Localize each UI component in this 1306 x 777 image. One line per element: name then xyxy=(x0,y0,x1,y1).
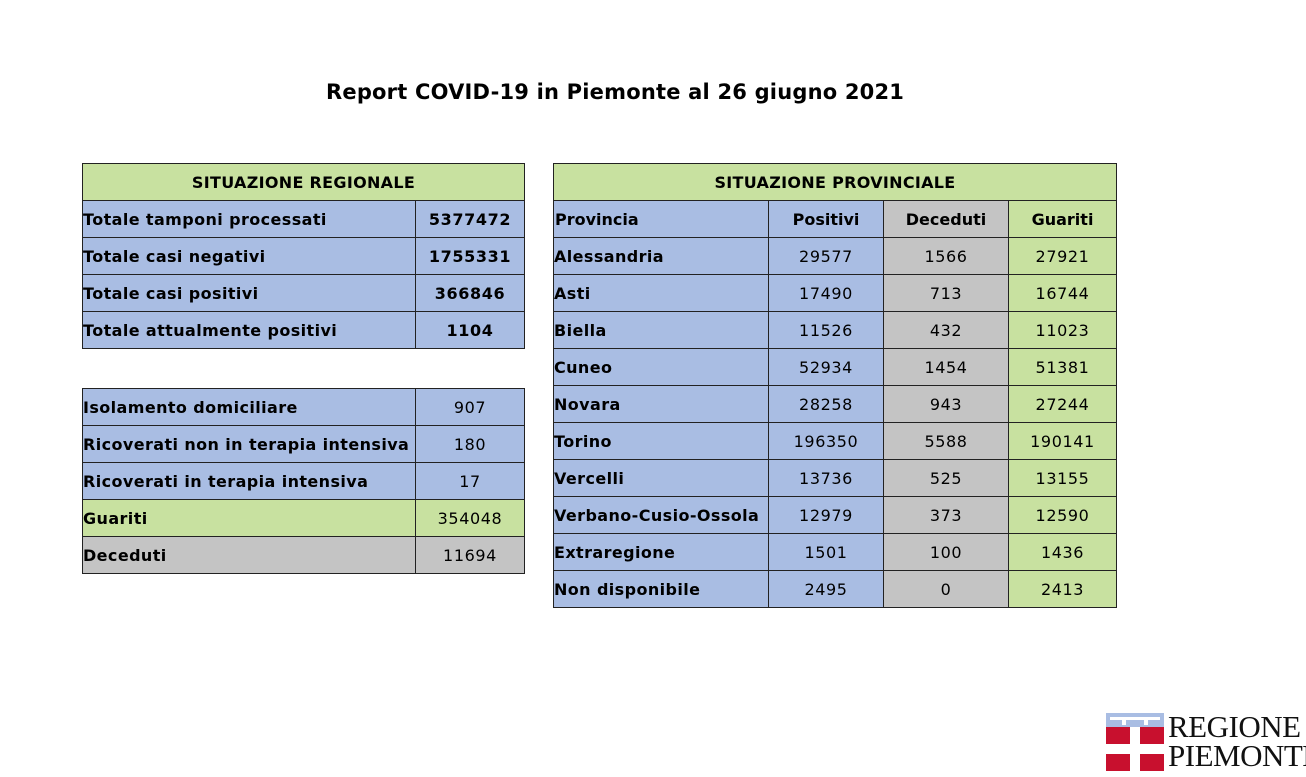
table-row: Extraregione 1501 100 1436 xyxy=(553,533,1118,571)
detail-value: 11694 xyxy=(415,536,525,574)
deceduti-value: 0 xyxy=(883,570,1009,608)
guariti-value: 190141 xyxy=(1007,422,1118,460)
summary-value: 5377472 xyxy=(415,200,525,238)
detail-label: Deceduti xyxy=(82,536,416,574)
deceduti-value: 1566 xyxy=(883,237,1009,275)
regional-summary-table: SITUAZIONE REGIONALE Totale tamponi proc… xyxy=(82,163,525,349)
table-row: Verbano-Cusio-Ossola 12979 373 12590 xyxy=(553,496,1118,534)
positivi-value: 1501 xyxy=(768,533,884,571)
detail-value: 907 xyxy=(415,388,525,426)
table-row: Asti 17490 713 16744 xyxy=(553,274,1118,312)
column-header-positivi: Positivi xyxy=(768,200,884,238)
table-row: Vercelli 13736 525 13155 xyxy=(553,459,1118,497)
province-name: Verbano-Cusio-Ossola xyxy=(553,496,769,534)
table-row: Totale attualmente positivi 1104 xyxy=(82,311,525,349)
province-name: Novara xyxy=(553,385,769,423)
table-row: Totale casi positivi 366846 xyxy=(82,274,525,312)
detail-label: Ricoverati non in terapia intensiva xyxy=(82,425,416,463)
summary-label: Totale casi positivi xyxy=(82,274,416,312)
table-row: Non disponibile 2495 0 2413 xyxy=(553,570,1118,608)
page-title: Report COVID-19 in Piemonte al 26 giugno… xyxy=(326,80,905,104)
guariti-value: 13155 xyxy=(1007,459,1118,497)
detail-value: 180 xyxy=(415,425,525,463)
table-row: Guariti 354048 xyxy=(82,499,525,537)
table-row: Novara 28258 943 27244 xyxy=(553,385,1118,423)
positivi-value: 196350 xyxy=(768,422,884,460)
guariti-value: 16744 xyxy=(1007,274,1118,312)
summary-label: Totale attualmente positivi xyxy=(82,311,416,349)
summary-value: 1755331 xyxy=(415,237,525,275)
positivi-value: 28258 xyxy=(768,385,884,423)
province-name: Vercelli xyxy=(553,459,769,497)
summary-value: 366846 xyxy=(415,274,525,312)
positivi-value: 52934 xyxy=(768,348,884,386)
deceduti-value: 525 xyxy=(883,459,1009,497)
table-row: Ricoverati in terapia intensiva 17 xyxy=(82,462,525,500)
positivi-value: 11526 xyxy=(768,311,884,349)
guariti-value: 1436 xyxy=(1007,533,1118,571)
positivi-value: 17490 xyxy=(768,274,884,312)
guariti-value: 2413 xyxy=(1007,570,1118,608)
positivi-value: 12979 xyxy=(768,496,884,534)
positivi-value: 2495 xyxy=(768,570,884,608)
deceduti-value: 5588 xyxy=(883,422,1009,460)
detail-label: Isolamento domiciliare xyxy=(82,388,416,426)
summary-label: Totale tamponi processati xyxy=(82,200,416,238)
province-name: Extraregione xyxy=(553,533,769,571)
detail-label: Ricoverati in terapia intensiva xyxy=(82,462,416,500)
logo-line-2: PIEMONTE xyxy=(1168,738,1306,773)
provincial-heading: SITUAZIONE PROVINCIALE xyxy=(552,163,1118,201)
detail-value: 17 xyxy=(415,462,525,500)
positivi-value: 29577 xyxy=(768,237,884,275)
table-row: Deceduti 11694 xyxy=(82,536,525,574)
province-name: Asti xyxy=(553,274,769,312)
table-row: Alessandria 29577 1566 27921 xyxy=(553,237,1118,275)
positivi-value: 13736 xyxy=(768,459,884,497)
province-name: Alessandria xyxy=(553,237,769,275)
deceduti-value: 713 xyxy=(883,274,1009,312)
table-row: Biella 11526 432 11023 xyxy=(553,311,1118,349)
deceduti-value: 373 xyxy=(883,496,1009,534)
province-name: Non disponibile xyxy=(553,570,769,608)
summary-value: 1104 xyxy=(415,311,525,349)
province-name: Cuneo xyxy=(553,348,769,386)
regional-details-table: Isolamento domiciliare 907 Ricoverati no… xyxy=(82,388,525,574)
province-name: Biella xyxy=(553,311,769,349)
logo-text: REGIONE PIEMONTE xyxy=(1168,709,1306,773)
detail-value: 354048 xyxy=(415,499,525,537)
guariti-value: 12590 xyxy=(1007,496,1118,534)
guariti-value: 51381 xyxy=(1007,348,1118,386)
regione-piemonte-logo: REGIONE PIEMONTE xyxy=(1106,711,1306,773)
table-row: Totale casi negativi 1755331 xyxy=(82,237,525,275)
guariti-value: 27921 xyxy=(1007,237,1118,275)
column-header-row: Provincia Positivi Deceduti Guariti xyxy=(553,200,1118,238)
table-row: Cuneo 52934 1454 51381 xyxy=(553,348,1118,386)
column-header-deceduti: Deceduti xyxy=(883,200,1009,238)
logo-line-1: REGIONE xyxy=(1168,709,1301,744)
detail-label: Guariti xyxy=(82,499,416,537)
table-row: Torino 196350 5588 190141 xyxy=(553,422,1118,460)
column-header-provincia: Provincia xyxy=(553,200,769,238)
table-row: Totale tamponi processati 5377472 xyxy=(82,200,525,238)
province-name: Torino xyxy=(553,422,769,460)
piemonte-coat-of-arms-icon xyxy=(1106,713,1164,771)
deceduti-value: 1454 xyxy=(883,348,1009,386)
table-row: Isolamento domiciliare 907 xyxy=(82,388,525,426)
regional-heading: SITUAZIONE REGIONALE xyxy=(82,163,525,201)
guariti-value: 27244 xyxy=(1007,385,1118,423)
table-row: Ricoverati non in terapia intensiva 180 xyxy=(82,425,525,463)
guariti-value: 11023 xyxy=(1007,311,1118,349)
deceduti-value: 943 xyxy=(883,385,1009,423)
summary-label: Totale casi negativi xyxy=(82,237,416,275)
deceduti-value: 432 xyxy=(883,311,1009,349)
column-header-guariti: Guariti xyxy=(1007,200,1118,238)
provincial-table: SITUAZIONE PROVINCIALE Provincia Positiv… xyxy=(552,163,1118,608)
deceduti-value: 100 xyxy=(883,533,1009,571)
